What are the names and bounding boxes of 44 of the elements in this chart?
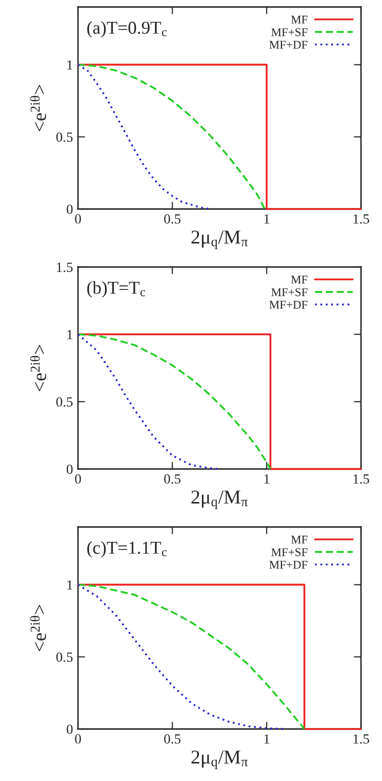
y-tick-label: 1 xyxy=(67,330,72,340)
y-tick-label: 1.5 xyxy=(57,262,73,272)
legend-label: MF xyxy=(291,16,308,24)
line-series xyxy=(77,64,211,210)
annotation: (a)T=0.9T$_{c}$ xyxy=(87,21,167,38)
line-series xyxy=(77,333,272,470)
x-tick-label: 1 xyxy=(264,734,270,744)
y-tick-label: 0.5 xyxy=(56,132,73,142)
y-axis-title: <e$^{2iθ}$> xyxy=(30,604,46,652)
x-tick-label: 0 xyxy=(75,474,81,484)
x-tick-label: 0.5 xyxy=(164,214,180,224)
legend-label: MF xyxy=(291,276,308,284)
x-tick-label: 1 xyxy=(264,214,270,224)
legend-label: MF+SF xyxy=(271,548,308,556)
x-tick-label: 1.5 xyxy=(354,734,370,744)
legend-label: MF+DF xyxy=(269,560,308,569)
y-tick-label: 0.5 xyxy=(56,397,73,407)
y-tick-label: 0 xyxy=(66,724,73,734)
legend-label: MF+SF xyxy=(271,288,308,296)
line-series xyxy=(77,64,266,210)
annotation: (c)T=1.1T$_{c}$ xyxy=(87,541,167,558)
x-axis-title: 2μ$_{q}$/M$_{π}$ xyxy=(191,750,248,770)
y-axis-title: <e$^{2iθ}$> xyxy=(30,84,46,132)
annotation: (b)T=T$_{c}$ xyxy=(87,281,146,298)
x-axis-title: 2μ$_{q}$/M$_{π}$ xyxy=(191,490,248,510)
legend-label: MF xyxy=(291,536,308,544)
legend-label: MF+DF xyxy=(269,300,308,309)
x-tick-label: 1.5 xyxy=(354,474,370,484)
y-tick-label: 0 xyxy=(66,204,73,214)
x-tick-label: 0.5 xyxy=(164,734,180,744)
x-tick-label: 1 xyxy=(264,474,270,484)
x-tick-label: 0 xyxy=(75,734,81,744)
legend-label: MF+SF xyxy=(271,28,308,36)
line-series xyxy=(77,333,220,470)
y-tick-label: 1 xyxy=(67,580,72,590)
y-tick-label: 1 xyxy=(67,60,72,70)
legend-label: MF+DF xyxy=(269,40,308,49)
x-tick-label: 1.5 xyxy=(354,214,370,224)
x-tick-label: 0.5 xyxy=(164,474,180,484)
y-tick-label: 0.5 xyxy=(56,652,73,662)
y-axis-title: <e$^{2iθ}$> xyxy=(30,344,46,392)
x-axis-title: 2μ$_{q}$/M$_{π}$ xyxy=(191,230,248,250)
x-tick-label: 0 xyxy=(75,214,81,224)
y-tick-label: 0 xyxy=(66,464,73,474)
